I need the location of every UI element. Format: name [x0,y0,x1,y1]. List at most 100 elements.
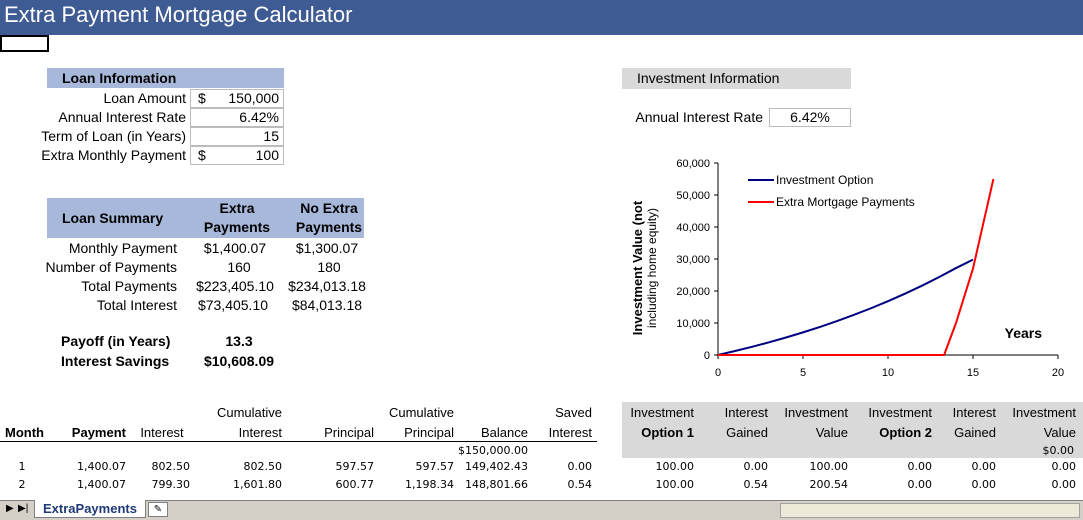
column-header-top: Cumulative [216,405,282,420]
y-tick-label: 50,000 [676,190,710,202]
column-header: Value [815,425,848,440]
column-header-top: Interest [724,405,768,420]
loan-amount-label: Loan Amount [103,90,186,106]
investment-chart: Investment Value (not including home equ… [630,158,1064,379]
sheet-tab-bar: ▶ ▶| [0,500,1083,520]
noextra-col-header-line1: No Extra [300,200,358,216]
summary-label: Number of Payments [45,259,178,275]
column-header-top: Investment [868,405,932,420]
interest-rate-field[interactable]: 6.42% [190,108,284,127]
loan-term-label: Term of Loan (in Years) [41,128,186,144]
loan-summary-header: Loan Summary Extra Payments No Extra Pay… [47,198,364,238]
table-cell[interactable]: 802.50 [151,460,191,473]
column-header: Principal [324,425,374,440]
y-tick-label: 40,000 [676,222,710,234]
table-cell[interactable]: 200.54 [809,478,849,491]
table-cell[interactable]: 0.00 [971,478,997,491]
table-cell[interactable]: 149,402.43 [465,460,528,473]
loan-amount-field[interactable]: $ 150,000 [190,89,284,108]
table-cell[interactable]: 100.00 [809,460,849,473]
summary-label: Monthly Payment [68,240,177,256]
column-header-top: Saved [555,405,592,420]
column-header-top: Investment [784,405,848,420]
column-header-top: Interest [952,405,996,420]
table-cell[interactable]: 0.54 [567,478,593,491]
loan-summary-title: Loan Summary [62,210,164,226]
extra-payment-field[interactable]: $ 100 [190,146,284,165]
payoff-label: Payoff (in Years) [61,333,171,349]
column-header: Option 1 [641,425,694,440]
interest-savings-value: $10,608.09 [203,353,275,369]
x-tick-label: 5 [800,367,806,379]
initial-balance: $150,000.00 [458,444,528,457]
y-tick-label: 0 [704,350,710,362]
table-cell[interactable]: 0.00 [1051,460,1077,473]
table-cell[interactable]: 2 [18,478,26,491]
loan-term-field[interactable]: 15 [190,127,284,146]
table-cell[interactable]: 100.00 [655,478,695,491]
table-cell[interactable]: 1,198.34 [405,478,454,491]
legend-label-mortgage: Extra Mortgage Payments [776,195,915,209]
sheet-tab-extrapayments[interactable]: ExtraPayments [34,500,146,518]
insert-sheet-icon[interactable]: ✎ [148,502,168,517]
table-cell[interactable]: 1,400.07 [77,478,126,491]
chart-xlabel: Years [1005,325,1043,341]
investment-header-bg [622,402,1083,458]
column-header-top: Investment [1012,405,1076,420]
investment-rate-label: Annual Interest Rate [635,109,763,125]
column-header: Gained [954,425,996,440]
series-line-mortgage [718,178,995,356]
summary-label: Total Payments [81,278,177,294]
column-header: Month [5,425,44,440]
chart-ylabel-line2: including home equity) [645,208,659,328]
table-cell[interactable]: 597.57 [415,460,455,473]
horizontal-scrollbar[interactable] [780,503,1080,518]
tab-scroll-next-icon[interactable]: ▶ [6,503,14,514]
initial-investment-value: $0.00 [1042,444,1075,457]
table-cell[interactable]: 0.00 [907,460,933,473]
table-cell[interactable]: 100.00 [655,460,695,473]
summary-extra-value: $223,405.10 [196,278,274,294]
summary-noextra-value: $234,013.18 [288,278,366,294]
page-title: Extra Payment Mortgage Calculator [0,0,1083,35]
table-cell[interactable]: 0.00 [1051,478,1077,491]
table-cell[interactable]: 0.00 [567,460,593,473]
y-tick-label: 30,000 [676,254,710,266]
table-cell[interactable]: 1,601.80 [233,478,282,491]
table-cell[interactable]: 0.00 [907,478,933,491]
interest-savings-label: Interest Savings [61,353,170,369]
column-header: Value [1043,425,1076,440]
column-header: Interest [238,425,282,440]
investment-info-header: Investment Information [622,68,851,89]
table-cell[interactable]: 1,400.07 [77,460,126,473]
x-tick-label: 10 [882,367,894,379]
column-header: Option 2 [879,425,932,440]
column-header: Interest [140,425,184,440]
table-cell[interactable]: 799.30 [151,478,191,491]
y-tick-label: 10,000 [676,318,710,330]
x-tick-label: 15 [967,367,979,379]
investment-rate-field[interactable]: 6.42% [769,108,851,127]
table-cell[interactable]: 802.50 [243,460,283,473]
summary-extra-value: $1,400.07 [203,240,267,256]
table-cell[interactable]: 0.00 [743,460,769,473]
legend-label-investment: Investment Option [776,173,873,187]
table-cell[interactable]: 0.00 [971,460,997,473]
table-cell[interactable]: 1 [18,460,26,473]
x-tick-label: 20 [1052,367,1064,379]
table-cell[interactable]: 600.77 [335,478,375,491]
x-tick-label: 0 [715,367,721,379]
loan-amount-currency: $ [198,90,206,106]
column-header: Interest [548,425,592,440]
tab-scroll-last-icon[interactable]: ▶| [18,503,29,514]
series-line-investment [717,258,974,356]
summary-extra-value: $73,405.10 [197,297,269,313]
table-cell[interactable]: 597.57 [335,460,375,473]
active-cell-cursor[interactable] [0,35,49,52]
column-header-top: Investment [630,405,694,420]
table-cell[interactable]: 0.54 [743,478,769,491]
summary-noextra-value: $84,013.18 [291,297,363,313]
payoff-value: 13.3 [225,333,253,349]
summary-noextra-value: $1,300.07 [295,240,359,256]
table-cell[interactable]: 148,801.66 [465,478,528,491]
